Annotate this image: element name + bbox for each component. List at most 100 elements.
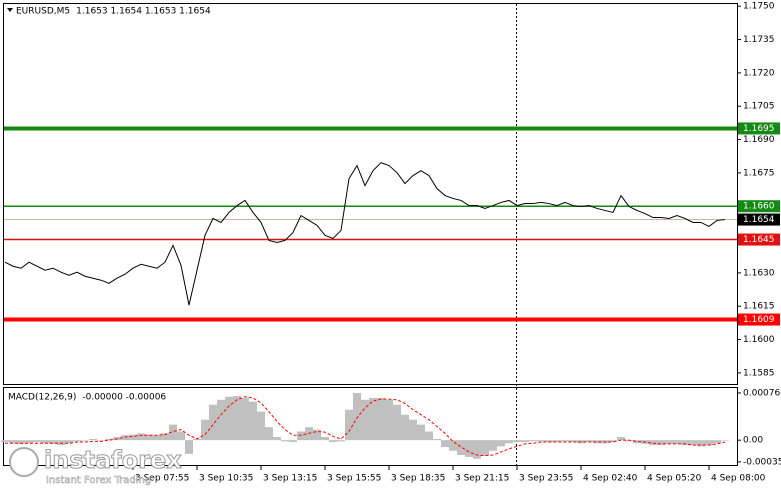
histogram-bar bbox=[49, 440, 57, 444]
histogram-bar bbox=[561, 440, 569, 442]
chart-subtitle: 1.1653 1.1654 1.1653 1.1654 bbox=[76, 7, 211, 17]
histogram-bar bbox=[505, 440, 513, 444]
histogram-bar bbox=[385, 399, 393, 441]
histogram-bar bbox=[225, 396, 233, 441]
histogram-bar bbox=[217, 399, 225, 441]
histogram-bar bbox=[81, 440, 89, 441]
histogram-bar bbox=[489, 440, 497, 451]
histogram-bar bbox=[41, 440, 49, 444]
histogram-bar bbox=[721, 440, 729, 441]
histogram-bar bbox=[313, 429, 321, 441]
histogram-bar bbox=[297, 431, 305, 441]
histogram-bar bbox=[393, 404, 401, 441]
histogram-bar bbox=[433, 438, 441, 441]
level-label: 1.1695 bbox=[743, 124, 775, 134]
macd-frame bbox=[3, 387, 738, 466]
x-tick-label: 3 Sep 07:55 bbox=[135, 474, 189, 484]
y2-tick-label: 0.00 bbox=[743, 436, 763, 446]
logo-icon bbox=[9, 447, 39, 477]
histogram-bar bbox=[145, 434, 153, 441]
histogram-bar bbox=[481, 440, 489, 456]
level-label-bg bbox=[738, 200, 780, 213]
histogram-bar bbox=[337, 440, 345, 442]
histogram-bar bbox=[665, 440, 673, 444]
histogram-bar bbox=[513, 440, 521, 443]
histogram-bar bbox=[121, 435, 129, 441]
histogram-bar bbox=[137, 433, 145, 441]
histogram-bar bbox=[697, 440, 705, 447]
y-tick-label: 1.1600 bbox=[743, 335, 775, 345]
y-tick-label: 1.1585 bbox=[743, 368, 775, 378]
histogram-bar bbox=[193, 438, 201, 441]
histogram-bar bbox=[649, 440, 657, 446]
x-tick-label: 4 Sep 02:40 bbox=[583, 474, 638, 484]
histogram-bar bbox=[289, 440, 297, 443]
level-label: 1.1645 bbox=[743, 235, 775, 245]
histogram-bar bbox=[25, 440, 33, 444]
histogram-bar bbox=[457, 440, 465, 456]
histogram-bar bbox=[617, 437, 625, 441]
histogram-bar bbox=[97, 440, 105, 441]
histogram-bar bbox=[681, 440, 689, 446]
x-tick-label: 3 Sep 23:55 bbox=[519, 474, 573, 484]
x-tick-label: 3 Sep 10:35 bbox=[199, 474, 253, 484]
histogram-bar bbox=[281, 440, 289, 442]
histogram-bar bbox=[441, 440, 449, 447]
y-tick-label: 1.1750 bbox=[743, 2, 775, 12]
histogram-bar bbox=[633, 440, 641, 444]
histogram-bar bbox=[353, 392, 361, 441]
histogram-bar bbox=[361, 399, 369, 441]
histogram-bar bbox=[273, 437, 281, 441]
histogram-bar bbox=[657, 440, 665, 446]
x-tick-label: 4 Sep 05:20 bbox=[647, 474, 702, 484]
macd-title: MACD(12,26,9) bbox=[8, 393, 76, 403]
histogram-bar bbox=[73, 440, 81, 442]
histogram-bar bbox=[625, 440, 633, 442]
histogram-bar bbox=[537, 440, 545, 442]
histogram-bar bbox=[65, 440, 73, 444]
histogram-bar bbox=[689, 440, 697, 446]
histogram-bar bbox=[185, 440, 193, 454]
main-frame bbox=[3, 3, 738, 385]
histogram-bar bbox=[529, 440, 537, 442]
histogram-bar bbox=[713, 440, 721, 444]
y-tick-label: 1.1630 bbox=[743, 268, 775, 278]
histogram-bar bbox=[105, 438, 113, 441]
level-label: 1.1654 bbox=[743, 215, 775, 225]
x-tick-label: 3 Sep 21:15 bbox=[455, 474, 509, 484]
histogram-bar bbox=[329, 440, 337, 443]
price-line bbox=[4, 162, 726, 306]
x-tick-label: 4 Sep 08:00 bbox=[711, 474, 766, 484]
watermark: instaforex Instant Forex Trading bbox=[9, 446, 183, 486]
macd-subtitle: -0.00000 -0.00006 bbox=[82, 393, 166, 403]
histogram-bar bbox=[1, 440, 9, 443]
histogram-bar bbox=[129, 434, 137, 441]
histogram-bar bbox=[705, 440, 713, 446]
histogram-bar bbox=[201, 419, 209, 441]
histogram-bar bbox=[401, 414, 409, 441]
histogram-bar bbox=[265, 427, 273, 441]
y-tick-label: 1.1735 bbox=[743, 35, 775, 45]
histogram-bar bbox=[161, 433, 169, 441]
histogram-bar bbox=[89, 438, 97, 441]
level-label-bg bbox=[738, 313, 780, 326]
level-label-bg bbox=[738, 122, 780, 135]
histogram-bar bbox=[209, 404, 217, 441]
watermark-brand: instaforex bbox=[44, 446, 182, 474]
histogram-bar bbox=[377, 397, 385, 441]
histogram-bar bbox=[321, 437, 329, 441]
histogram-bar bbox=[609, 440, 617, 443]
histogram-bar bbox=[465, 440, 473, 457]
histogram-bar bbox=[169, 424, 177, 441]
y-tick-label: 1.1675 bbox=[743, 168, 775, 178]
level-label: 1.1660 bbox=[743, 202, 775, 212]
level-label-bg bbox=[738, 233, 780, 246]
histogram-bar bbox=[233, 396, 241, 441]
level-label-bg bbox=[738, 213, 780, 226]
histogram-bar bbox=[369, 397, 377, 441]
y-tick-label: 1.1690 bbox=[743, 135, 775, 145]
y2-tick-label: 0.00076 bbox=[743, 388, 780, 398]
histogram-bar bbox=[497, 440, 505, 447]
x-tick-label: 3 Sep 15:55 bbox=[327, 474, 381, 484]
